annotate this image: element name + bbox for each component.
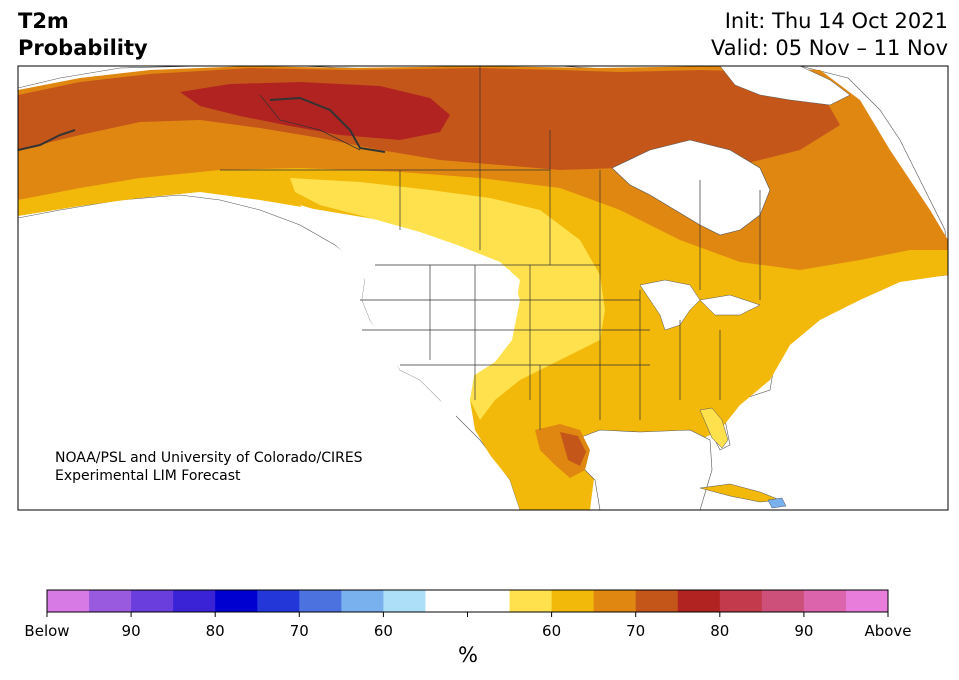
colorbar-tick-label: 70 (290, 622, 309, 640)
political-borders (220, 66, 761, 430)
hispaniola (767, 497, 787, 509)
colorbar-swatch (509, 590, 553, 612)
colorbar-tick-label: 70 (626, 622, 645, 640)
colorbar-unit: % (458, 643, 478, 667)
colorbar-tick-label: 60 (542, 622, 561, 640)
valid-range: Valid: 05 Nov – 11 Nov (711, 36, 948, 60)
colorbar-swatch (635, 590, 679, 612)
colorbar-labels: Below 90 80 70 60 60 70 80 90 Above (24, 612, 912, 640)
colorbar-swatch (89, 590, 132, 612)
arctic-coastline (18, 96, 386, 153)
prob-band-60 (290, 178, 605, 420)
prob-band-neutral (300, 205, 520, 420)
colorbar: Below 90 80 70 60 60 70 80 90 Above (24, 589, 912, 640)
colorbar-swatch (47, 590, 90, 612)
colorbar-swatch (467, 590, 511, 612)
map-title: T2m Probability (18, 8, 148, 62)
colorbar-swatch (551, 590, 595, 612)
texas-hotspot-core (560, 432, 586, 466)
arctic-island-1 (719, 66, 851, 106)
great-lakes (639, 279, 761, 331)
colorbar-swatch (341, 590, 384, 612)
credit-text: NOAA/PSL and University of Colorado/CIRE… (55, 449, 363, 485)
gulf-of-mexico (559, 429, 713, 510)
prob-band-80 (180, 82, 450, 140)
colorbar-tick-label: 80 (206, 622, 225, 640)
colorbar-swatch (131, 590, 174, 612)
colorbar-swatch (593, 590, 637, 612)
product-label: Probability (18, 36, 148, 60)
credit-line-2: Experimental LIM Forecast (55, 468, 241, 484)
florida (699, 407, 729, 449)
colorbar-swatch (761, 590, 805, 612)
colorbar-tick-label: 90 (122, 622, 141, 640)
colorbar-swatch (845, 590, 889, 612)
credit-line-1: NOAA/PSL and University of Colorado/CIRE… (55, 450, 363, 466)
colorbar-tick-label: Below (24, 622, 69, 640)
colorbar-tick-label: 80 (710, 622, 729, 640)
init-date: Init: Thu 14 Oct 2021 (724, 9, 948, 33)
hudson-bay (611, 139, 771, 236)
colorbar-swatch (425, 590, 468, 612)
colorbar-swatch (803, 590, 847, 612)
colorbar-swatch (299, 590, 342, 612)
variable-label: T2m (18, 9, 69, 33)
colorbar-tick-label: Above (864, 622, 911, 640)
map-frame (17, 65, 949, 511)
colorbar-swatch (173, 590, 216, 612)
colorbar-swatch (257, 590, 300, 612)
forecast-dates: Init: Thu 14 Oct 2021 Valid: 05 Nov – 11… (711, 8, 948, 62)
colorbar-swatch (215, 590, 258, 612)
colorbar-tick-label: 90 (794, 622, 813, 640)
colorbar-tick-label: 60 (374, 622, 393, 640)
colorbar-swatch (383, 590, 426, 612)
colorbar-swatch (677, 590, 721, 612)
colorbar-swatch (719, 590, 763, 612)
colorbar-swatches (47, 590, 889, 612)
probability-map (17, 65, 949, 511)
